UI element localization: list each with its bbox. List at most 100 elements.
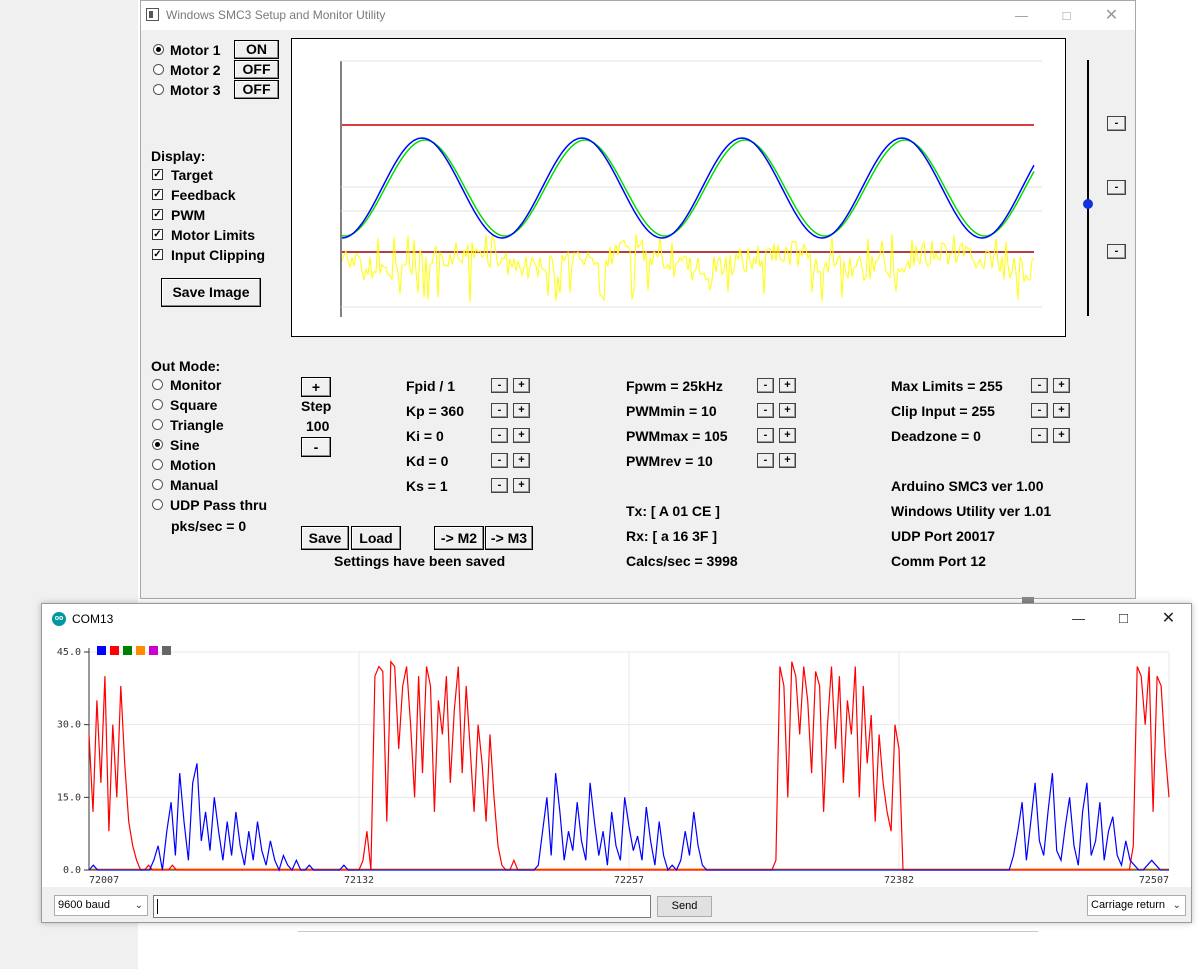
baud-rate-value: 9600 baud <box>58 899 110 911</box>
deadzone-plus-button[interactable]: + <box>1053 428 1070 443</box>
save-button[interactable]: Save <box>301 526 349 550</box>
pwmmin-plus-button[interactable]: + <box>779 403 796 418</box>
slider-minus-button-3[interactable]: - <box>1107 244 1126 259</box>
mode-udp-radio[interactable] <box>152 499 163 510</box>
serial-send-input[interactable] <box>153 895 651 918</box>
pwmrev-plus-button[interactable]: + <box>779 453 796 468</box>
step-value: 100 <box>306 418 330 434</box>
send-button[interactable]: Send <box>657 896 712 917</box>
step-label: Step <box>301 398 332 414</box>
motor-1-radio[interactable] <box>153 44 164 55</box>
motor-3-toggle-button[interactable]: OFF <box>234 80 279 99</box>
legend-swatch <box>136 646 145 655</box>
serial-bottom-bar: 9600 baud ⌄ Send Carriage return ⌄ <box>42 887 1191 922</box>
pwmmax-plus-button[interactable]: + <box>779 428 796 443</box>
pwm-checkbox[interactable]: ✓ <box>152 209 163 220</box>
input-clipping-checkbox[interactable]: ✓ <box>152 249 163 260</box>
mode-manual-radio[interactable] <box>152 479 163 490</box>
legend-swatch <box>97 646 106 655</box>
legend-swatch <box>110 646 119 655</box>
ki-label: Ki = 0 <box>406 428 444 444</box>
calcs-readout: Calcs/sec = 3998 <box>626 553 738 569</box>
motor-1-label: Motor 1 <box>170 42 221 58</box>
mode-motion-radio[interactable] <box>152 459 163 470</box>
pwmrev-label: PWMrev = 10 <box>626 453 713 469</box>
step-minus-button[interactable]: - <box>301 437 331 457</box>
baud-rate-select[interactable]: 9600 baud ⌄ <box>54 895 148 916</box>
feedback-label: Feedback <box>171 187 236 203</box>
fpid-label: Fpid / 1 <box>406 378 455 394</box>
scrollbar-thumb[interactable] <box>1022 597 1034 603</box>
pks-sec-readout: pks/sec = 0 <box>171 518 247 534</box>
kd-plus-button[interactable]: + <box>513 453 530 468</box>
fpwm-minus-button[interactable]: - <box>757 378 774 393</box>
mode-square-radio[interactable] <box>152 399 163 410</box>
kp-plus-button[interactable]: + <box>513 403 530 418</box>
save-image-button[interactable]: Save Image <box>161 278 261 307</box>
motor-limits-label: Motor Limits <box>171 227 255 243</box>
mode-sine-label: Sine <box>170 437 200 453</box>
motor-1-toggle-button[interactable]: ON <box>234 40 279 59</box>
motor-3-radio[interactable] <box>153 84 164 95</box>
pwmmin-label: PWMmin = 10 <box>626 403 717 419</box>
target-checkbox[interactable]: ✓ <box>152 169 163 180</box>
utility-version: Windows Utility ver 1.01 <box>891 503 1052 519</box>
load-button[interactable]: Load <box>351 526 401 550</box>
maximize-icon[interactable]: □ <box>1062 8 1071 23</box>
vertical-slider-thumb[interactable] <box>1083 199 1093 209</box>
pwmmin-minus-button[interactable]: - <box>757 403 774 418</box>
close-icon[interactable]: ✕ <box>1104 7 1119 24</box>
pwm-trace <box>341 233 1035 303</box>
deadzone-minus-button[interactable]: - <box>1031 428 1048 443</box>
max-limits-label: Max Limits = 255 <box>891 378 1003 394</box>
kp-minus-button[interactable]: - <box>491 403 508 418</box>
y-tick-label: 0.0 <box>63 865 81 876</box>
motor-3-label: Motor 3 <box>170 82 221 98</box>
fpid-minus-button[interactable]: - <box>491 378 508 393</box>
target-label: Target <box>171 167 213 183</box>
max-limits-plus-button[interactable]: + <box>1053 378 1070 393</box>
com-minimize-icon[interactable]: — <box>1072 611 1085 626</box>
slider-minus-button-1[interactable]: - <box>1107 116 1126 131</box>
motor-2-radio[interactable] <box>153 64 164 75</box>
com-close-icon[interactable]: ✕ <box>1161 610 1176 627</box>
feedback-checkbox[interactable]: ✓ <box>152 189 163 200</box>
tx-readout: Tx: [ A 01 CE ] <box>626 503 720 519</box>
pwmrev-minus-button[interactable]: - <box>757 453 774 468</box>
x-tick-label: 72132 <box>344 875 374 886</box>
motor-limits-checkbox[interactable]: ✓ <box>152 229 163 240</box>
chevron-down-icon: ⌄ <box>134 900 143 911</box>
clip-input-minus-button[interactable]: - <box>1031 403 1048 418</box>
copy-to-m3-button[interactable]: -> M3 <box>485 526 533 550</box>
ki-minus-button[interactable]: - <box>491 428 508 443</box>
vertical-slider-track[interactable] <box>1087 60 1089 316</box>
kd-minus-button[interactable]: - <box>491 453 508 468</box>
y-tick-label: 45.0 <box>57 647 81 658</box>
slider-minus-button-2[interactable]: - <box>1107 180 1126 195</box>
serial-plot-area: 45.0 30.0 15.0 0.0 72007 72132 72257 72382 72507 <box>42 633 1191 887</box>
pwmmax-minus-button[interactable]: - <box>757 428 774 443</box>
chevron-down-icon: ⌄ <box>1172 900 1181 911</box>
com-maximize-icon[interactable]: □ <box>1118 610 1129 627</box>
series-line-1 <box>88 763 1169 872</box>
display-heading: Display: <box>151 148 206 164</box>
mode-triangle-radio[interactable] <box>152 419 163 430</box>
clip-input-plus-button[interactable]: + <box>1053 403 1070 418</box>
step-plus-button[interactable]: + <box>301 377 331 397</box>
ki-plus-button[interactable]: + <box>513 428 530 443</box>
fpwm-plus-button[interactable]: + <box>779 378 796 393</box>
ks-plus-button[interactable]: + <box>513 478 530 493</box>
copy-to-m2-button[interactable]: -> M2 <box>434 526 484 550</box>
mode-square-label: Square <box>170 397 218 413</box>
serial-plotter-window: oo COM13 — □ ✕ 45.0 30.0 15.0 0.0 72007 72132… <box>41 603 1192 923</box>
motor-2-toggle-button[interactable]: OFF <box>234 60 279 79</box>
feedback-trace <box>341 139 1035 237</box>
max-limits-minus-button[interactable]: - <box>1031 378 1048 393</box>
mode-udp-label: UDP Pass thru <box>170 497 267 513</box>
fpid-plus-button[interactable]: + <box>513 378 530 393</box>
mode-sine-radio[interactable] <box>152 439 163 450</box>
mode-monitor-radio[interactable] <box>152 379 163 390</box>
line-ending-select[interactable]: Carriage return ⌄ <box>1087 895 1186 916</box>
minimize-icon[interactable]: — <box>1015 8 1028 23</box>
ks-minus-button[interactable]: - <box>491 478 508 493</box>
